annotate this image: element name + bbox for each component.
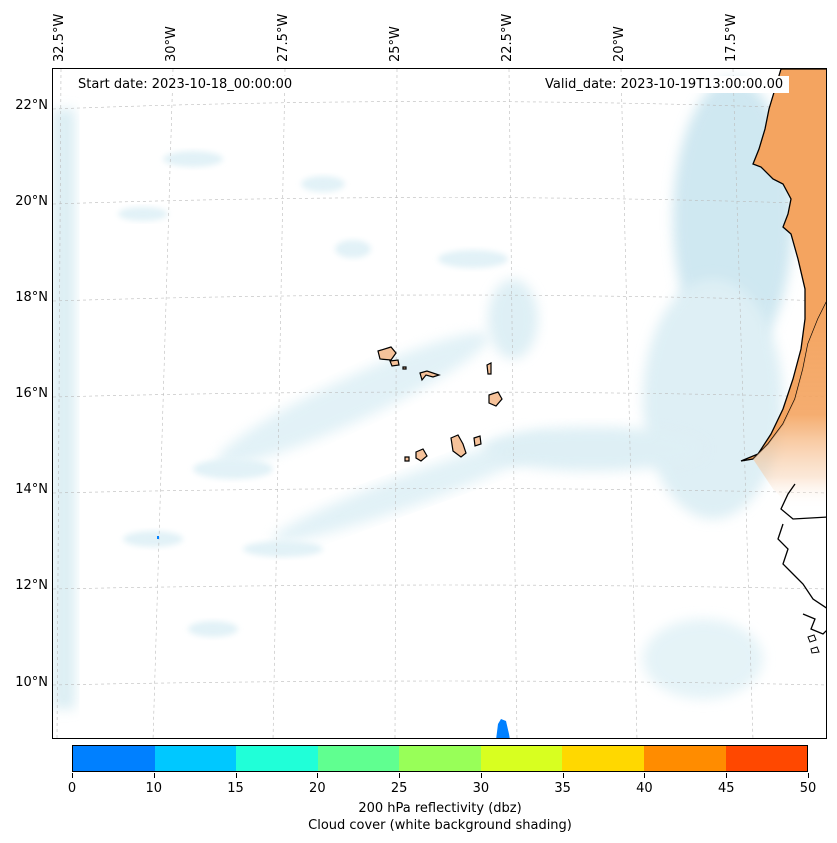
cloud-patch	[643, 619, 763, 699]
colorbar-segment	[236, 746, 318, 771]
cloud-cover-layer	[53, 79, 793, 709]
latitude-label: 10°N	[15, 675, 48, 690]
coast-senegal	[777, 483, 826, 609]
bijagos-islands	[807, 634, 820, 654]
colorbar-segment	[73, 746, 155, 771]
island-sao-nicolau	[419, 370, 441, 382]
longitude-label: 30°W	[164, 26, 179, 62]
colorbar-tick	[562, 773, 564, 778]
map-panel[interactable]	[52, 68, 827, 739]
longitude-label: 20°W	[612, 26, 627, 62]
graticule-lon-line	[152, 69, 174, 738]
colorbar-tick-label: 40	[636, 781, 653, 796]
island-sao-vicente	[389, 359, 400, 367]
colorbar-tick	[153, 773, 155, 778]
colorbar-tick-label: 0	[67, 781, 77, 796]
cloud-patch	[488, 279, 538, 359]
cloud-coastal-mass-lower	[643, 279, 783, 519]
graticule-lon-line	[394, 69, 398, 738]
latitude-label: 20°N	[15, 194, 48, 209]
reflectivity-cells	[157, 536, 510, 738]
colorbar-tick-label: 25	[390, 781, 408, 796]
graticule-lon-line	[272, 69, 286, 738]
start-date-label: Start date: 2023-10-18_00:00:00	[72, 76, 299, 93]
colorbar-tick-label: 45	[717, 781, 735, 796]
latitude-label: 18°N	[15, 290, 48, 305]
colorbar-segment	[399, 746, 481, 771]
colorbar-tick-label: 50	[799, 781, 817, 796]
cloud-patch	[123, 531, 183, 547]
graticule-lat-line	[53, 584, 826, 590]
colorbar-segment	[480, 746, 563, 771]
colorbar-tick	[644, 773, 646, 778]
longitude-label: 22.5°W	[500, 13, 515, 62]
colorbar-tick-label: 20	[309, 781, 326, 796]
colorbar-tick-label: 10	[145, 781, 163, 796]
island-sal	[486, 362, 492, 375]
graticule-lon-line	[620, 69, 638, 738]
colorbar-segment	[562, 746, 644, 771]
island-santa-luzia	[402, 366, 407, 370]
island-santiago	[450, 434, 467, 458]
island-fogo	[415, 448, 428, 462]
latitude-label: 16°N	[15, 386, 48, 401]
colorbar-segment	[643, 746, 726, 771]
cloud-patch	[163, 151, 223, 167]
colorbar-tick	[317, 773, 319, 778]
island-maio	[473, 435, 482, 447]
colorbar	[72, 745, 808, 772]
colorbar-tick-label: 35	[554, 781, 571, 796]
latitude-label: 12°N	[15, 578, 48, 593]
cloud-patch	[193, 459, 273, 479]
colorbar-sublabel: Cloud cover (white background shading)	[308, 818, 572, 833]
africa-coast	[740, 69, 826, 654]
cloud-patch	[301, 176, 345, 192]
colorbar-tick	[726, 773, 728, 778]
graticule	[53, 69, 826, 738]
colorbar-tick	[235, 773, 237, 778]
colorbar-tick	[72, 773, 73, 778]
colorbar-tick	[808, 773, 809, 778]
latitude-label: 22°N	[15, 98, 48, 113]
longitude-label: 27.5°W	[276, 13, 291, 62]
colorbar-tick-label: 15	[227, 781, 244, 796]
longitude-label: 17.5°W	[724, 13, 739, 62]
island-boa-vista	[488, 391, 503, 407]
longitude-label: 25°W	[388, 26, 403, 62]
map-canvas	[53, 69, 826, 738]
cloud-band-mid	[216, 332, 490, 466]
cloud-patch	[118, 207, 168, 221]
colorbar-segment	[317, 746, 400, 771]
island-brava	[404, 456, 410, 462]
cloud-band-lower	[271, 435, 555, 543]
cloud-left-edge	[53, 109, 75, 709]
colorbar-tick	[480, 773, 482, 778]
graticule-lon-line	[56, 69, 62, 738]
colorbar-segment	[725, 746, 808, 771]
island-santo-antao	[377, 346, 397, 361]
colorbar-tick-label: 30	[472, 781, 490, 796]
colorbar-label: 200 hPa reflectivity (dbz)	[358, 801, 522, 816]
longitude-label: 32.5°W	[52, 13, 67, 62]
coast-guinea	[802, 613, 826, 635]
cloud-patch	[243, 541, 323, 557]
cloud-patch	[438, 250, 508, 268]
cloud-patch	[188, 621, 238, 637]
land-africa-fade	[753, 303, 826, 509]
reflectivity-cell	[496, 719, 510, 738]
colorbar-segment	[154, 746, 237, 771]
graticule-lon-line	[508, 69, 518, 738]
cloud-patch	[335, 240, 371, 258]
graticule-lon-line	[732, 69, 754, 738]
valid-date-label: Valid_date: 2023-10-19T13:00:00.00	[539, 76, 790, 93]
colorbar-tick	[399, 773, 401, 778]
latitude-label: 14°N	[15, 482, 48, 497]
cape-verde-islands	[377, 346, 503, 462]
cloud-band-east	[483, 427, 703, 471]
reflectivity-cell	[157, 536, 159, 539]
